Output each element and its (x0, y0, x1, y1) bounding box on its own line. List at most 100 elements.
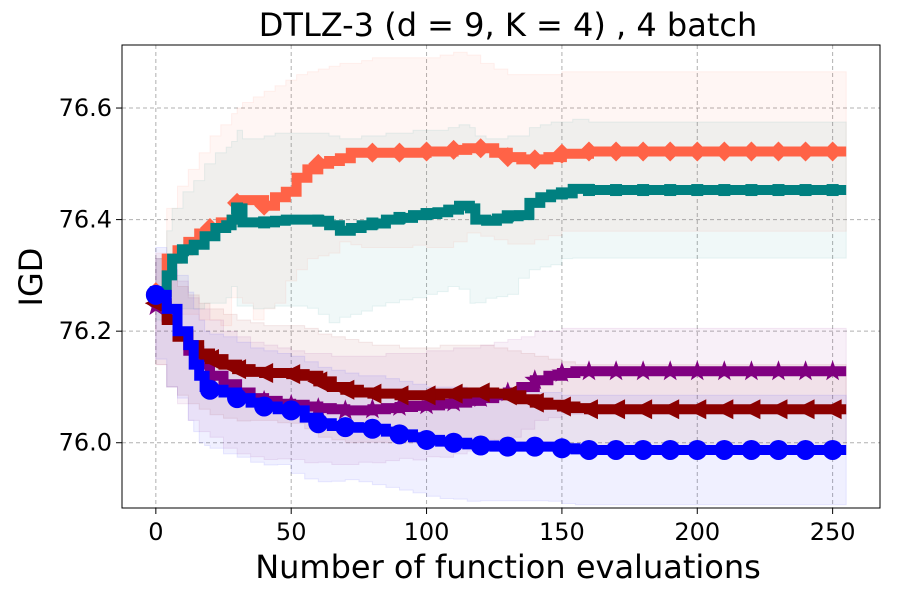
y-tick-label-76.6: 76.6 (59, 94, 112, 122)
marker-darkred-triangle-250 (821, 399, 842, 420)
marker-blue-circle-190 (660, 439, 681, 460)
series-teal-square (149, 183, 847, 299)
marker-teal-square-220 (745, 184, 758, 197)
marker-blue-circle-100 (416, 429, 437, 450)
series-purple-star (145, 295, 847, 420)
marker-teal-square-90 (393, 211, 406, 224)
x-axis-label: Number of function evaluations (255, 548, 761, 586)
marker-tomato-diamond-180 (633, 141, 654, 162)
marker-teal-square-190 (664, 184, 677, 197)
marker-blue-circle-220 (741, 439, 762, 460)
marker-teal-square-40 (258, 216, 271, 229)
y-tick-label-76.0: 76.0 (59, 429, 112, 457)
marker-purple-star-230 (768, 360, 789, 381)
marker-teal-square-250 (826, 184, 839, 197)
axes-frame (121, 44, 881, 509)
marker-tomato-diamond-40 (254, 195, 275, 216)
band-tomato-diamond (155, 51, 847, 332)
marker-tomato-diamond-220 (741, 141, 762, 162)
marker-purple-star-180 (632, 360, 654, 381)
marker-blue-circle-180 (633, 439, 654, 460)
marker-teal-square-60 (312, 214, 325, 227)
marker-darkred-triangle-240 (794, 399, 815, 420)
marker-blue-circle-20 (199, 379, 220, 400)
marker-blue-circle-30 (227, 388, 248, 409)
marker-purple-star-150 (551, 362, 573, 382)
x-tick-label-200: 200 (674, 518, 720, 546)
marker-blue-circle-230 (768, 439, 789, 460)
marker-darkred-triangle-160 (577, 399, 598, 420)
marker-teal-square-240 (799, 184, 812, 197)
marker-teal-square-10 (176, 244, 189, 257)
marker-darkred-triangle-40 (253, 363, 274, 384)
x-tick-label-100: 100 (404, 518, 450, 546)
marker-purple-star-170 (605, 360, 627, 381)
marker-darkred-triangle-200 (686, 399, 707, 420)
marker-teal-square-150 (555, 187, 568, 200)
marker-darkred-triangle-70 (334, 379, 355, 400)
marker-tomato-diamond-250 (822, 141, 843, 162)
plot-area: 0 50 100 150 200 250 76.0 76.2 76.4 76.6 (59, 44, 881, 546)
marker-tomato-diamond-190 (660, 141, 681, 162)
marker-blue-circle-250 (822, 439, 843, 460)
marker-teal-square-130 (501, 210, 514, 223)
marker-tomato-diamond-240 (795, 141, 816, 162)
marker-teal-square-180 (637, 184, 650, 197)
marker-tomato-diamond-130 (497, 147, 518, 168)
marker-purple-star-240 (795, 360, 816, 381)
marker-tomato-diamond-200 (687, 141, 708, 162)
chart-title: DTLZ-3 (d = 9, K = 4) , 4 batch (259, 6, 757, 44)
marker-purple-star-210 (713, 360, 735, 381)
marker-teal-square-100 (420, 208, 433, 221)
marker-blue-circle-50 (281, 400, 302, 421)
marker-purple-star-190 (659, 360, 681, 381)
marker-darkred-triangle-230 (767, 399, 788, 420)
marker-purple-star-140 (524, 369, 546, 390)
marker-darkred-triangle-120 (469, 382, 490, 403)
y-tick-label-76.4: 76.4 (59, 206, 112, 234)
marker-darkred-triangle-130 (496, 385, 517, 406)
band-blue-circle (155, 247, 847, 506)
marker-tomato-diamond-80 (362, 142, 383, 163)
marker-tomato-diamond-100 (416, 141, 437, 162)
marker-tomato-diamond-210 (714, 141, 735, 162)
series-lines (144, 138, 847, 460)
marker-teal-square-80 (366, 217, 379, 230)
marker-teal-square-200 (691, 184, 704, 197)
marker-purple-star-250 (822, 360, 844, 381)
marker-blue-circle-140 (524, 436, 545, 457)
marker-purple-star-90 (389, 396, 410, 416)
marker-purple-star-80 (361, 398, 383, 419)
marker-blue-circle-60 (308, 413, 329, 434)
marker-blue-circle-70 (335, 417, 356, 438)
marker-darkred-triangle-60 (307, 371, 328, 392)
marker-teal-square-210 (718, 184, 731, 197)
marker-purple-star-70 (334, 399, 356, 420)
marker-blue-circle-0 (145, 284, 166, 305)
marker-darkred-triangle-80 (361, 383, 382, 404)
marker-blue-circle-150 (551, 438, 572, 459)
marker-tomato-diamond-150 (551, 143, 572, 164)
marker-purple-star-20 (199, 364, 221, 385)
marker-darkred-triangle-30 (226, 359, 247, 380)
x-tick-label-50: 50 (276, 518, 307, 546)
marker-tomato-diamond-170 (606, 141, 627, 162)
marker-darkred-triangle-210 (713, 399, 734, 420)
marker-darkred-triangle-170 (605, 399, 626, 420)
marker-teal-square-30 (231, 202, 244, 215)
marker-darkred-triangle-100 (415, 385, 436, 406)
marker-darkred-triangle-90 (388, 385, 409, 406)
x-tick-label-150: 150 (539, 518, 585, 546)
marker-blue-circle-90 (389, 424, 410, 445)
marker-tomato-diamond-230 (768, 141, 789, 162)
marker-darkred-triangle-140 (523, 392, 544, 413)
marker-darkred-triangle-20 (198, 349, 219, 370)
marker-darkred-triangle-150 (550, 396, 571, 417)
marker-darkred-triangle-180 (632, 399, 653, 420)
marker-tomato-diamond-140 (524, 149, 545, 170)
marker-tomato-diamond-120 (470, 138, 491, 159)
y-tick-label-76.2: 76.2 (59, 317, 112, 345)
marker-tomato-diamond-90 (389, 142, 410, 163)
marker-blue-circle-120 (470, 435, 491, 456)
